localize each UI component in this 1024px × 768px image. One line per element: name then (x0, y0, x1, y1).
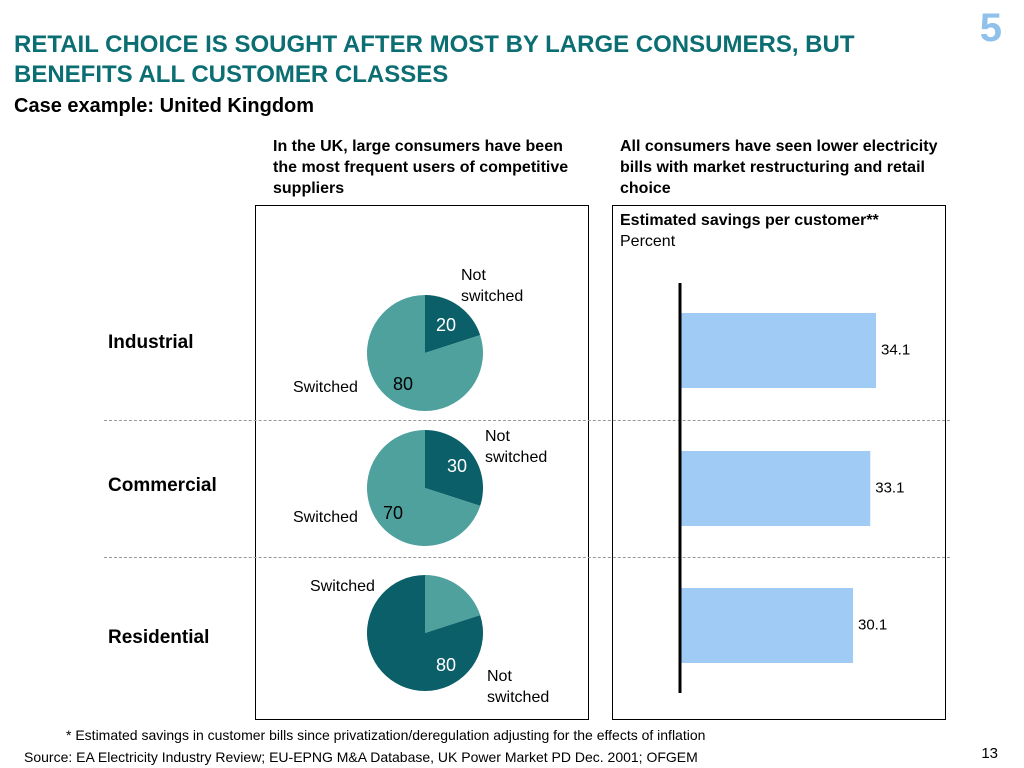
row-divider (104, 420, 950, 421)
row-label-residential: Residential (108, 627, 210, 648)
bar-value-industrial: 34.1 (881, 341, 910, 358)
page-title: RETAIL CHOICE IS SOUGHT AFTER MOST BY LA… (14, 31, 855, 88)
slide-number: 5 (979, 6, 1002, 50)
bar-chart-panel (612, 205, 946, 720)
row-label-commercial: Commercial (108, 475, 217, 496)
pie-slice-industrial-not-switched (425, 295, 481, 353)
pie-value-industrial-not-switched: 20 (436, 315, 456, 335)
bar-industrial (681, 313, 876, 388)
left-column-heading: In the UK, large consumers have been the… (273, 138, 569, 197)
row-divider (104, 557, 950, 558)
pie-value-industrial-switched: 80 (393, 374, 413, 394)
pie-chart-panel (255, 205, 589, 720)
page-number: 13 (981, 745, 998, 762)
pie-label-commercial-not-switched: Not switched (485, 428, 548, 466)
bar-residential (681, 588, 854, 663)
pie-label-commercial-switched: Switched (293, 509, 358, 526)
pie-slice-industrial-switched (367, 295, 483, 412)
pie-label-industrial-not-switched: Not switched (461, 267, 524, 305)
pie-label-residential-not-switched: Not switched (487, 668, 550, 706)
source-note: Source: EA Electricity Industry Review; … (24, 749, 698, 765)
row-label-industrial: Industrial (108, 332, 194, 353)
bar-value-commercial: 33.1 (875, 479, 904, 496)
pie-value-commercial-switched: 70 (383, 503, 403, 523)
pie-slice-residential-switched (425, 575, 481, 633)
page-subtitle: Case example: United Kingdom (14, 95, 315, 117)
bar-chart-title: Estimated savings per customer** (620, 212, 879, 229)
pie-value-commercial-not-switched: 30 (447, 456, 467, 476)
pie-label-industrial-switched: Switched (293, 379, 358, 396)
bar-chart-unit: Percent (620, 233, 676, 250)
bar-value-residential: 30.1 (858, 616, 887, 633)
pie-value-residential-not-switched: 80 (436, 655, 456, 675)
footnote: * Estimated savings in customer bills si… (66, 727, 706, 743)
right-column-heading: All consumers have seen lower electricit… (620, 138, 938, 197)
pie-slice-residential-not-switched (366, 575, 484, 691)
pie-slice-commercial-switched (366, 430, 481, 546)
pie-slice-commercial-not-switched (425, 430, 484, 506)
pie-label-residential-switched: Switched (310, 578, 375, 595)
bar-commercial (681, 451, 871, 526)
